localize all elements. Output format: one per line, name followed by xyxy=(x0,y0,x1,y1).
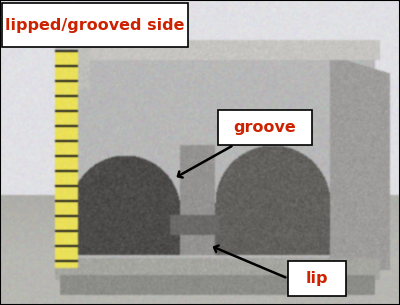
Text: lipped/grooved side: lipped/grooved side xyxy=(5,18,184,33)
FancyBboxPatch shape xyxy=(288,261,346,296)
Text: lip: lip xyxy=(306,271,328,286)
Text: groove: groove xyxy=(234,120,296,135)
FancyBboxPatch shape xyxy=(218,110,312,145)
FancyBboxPatch shape xyxy=(2,3,188,47)
